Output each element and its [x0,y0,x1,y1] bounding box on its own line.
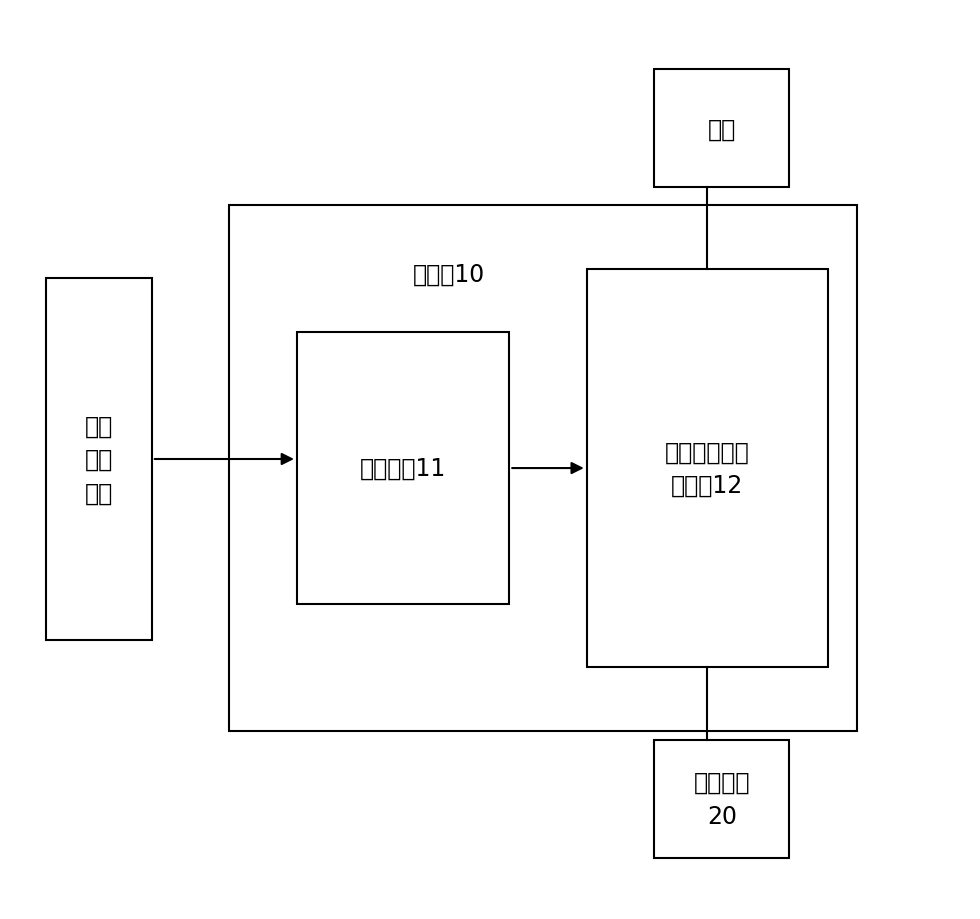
Bar [655,740,790,857]
Bar [46,278,152,641]
Text: 举升电机
20: 举升电机 20 [694,770,750,828]
Text: 半导体功率器
件电路12: 半导体功率器 件电路12 [665,440,750,497]
Bar [655,70,790,188]
Text: 电源: 电源 [708,117,736,142]
Bar [297,333,510,605]
Bar [229,206,858,731]
Text: 控制器10: 控制器10 [413,262,485,287]
Bar [587,269,828,668]
Text: 控制
指令
输入: 控制 指令 输入 [84,414,113,505]
Text: 控制模块11: 控制模块11 [360,457,446,481]
